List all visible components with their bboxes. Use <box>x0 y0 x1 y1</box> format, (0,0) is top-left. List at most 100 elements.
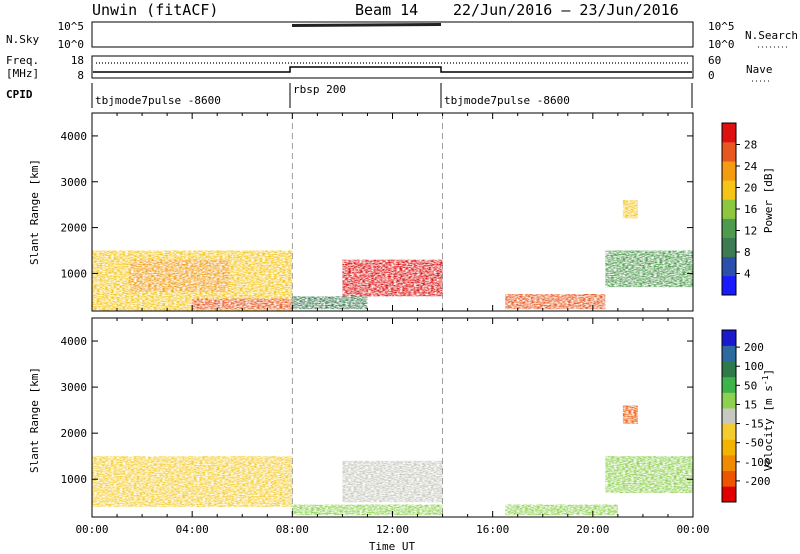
nsky-tick-bottom-left: 10^0 <box>58 38 85 51</box>
data-region-3 <box>192 298 293 310</box>
nave-tick-bottom: 0 <box>708 69 715 82</box>
nsky-tick-bottom-right: 10^0 <box>708 38 735 51</box>
data-region-4 <box>292 504 443 516</box>
data-region-5 <box>505 504 618 516</box>
station-title: Unwin (fitACF) <box>92 1 218 19</box>
x-tick-label: 16:00 <box>476 523 509 536</box>
data-region-7 <box>605 250 693 288</box>
velocity-axes: 4000 3000 2000 1000 <box>61 318 694 517</box>
colorbar-swatch <box>722 218 736 238</box>
data-region-5 <box>292 296 368 310</box>
colorbar-tick-label: 24 <box>744 160 758 173</box>
colorbar-swatch <box>722 486 736 503</box>
colorbar-swatch <box>722 423 736 440</box>
colorbar-tick-label: 50 <box>744 379 757 392</box>
y-tick-label: 3000 <box>61 176 88 189</box>
velocity-panel: 4000 3000 2000 1000 Slant Range [km] 200 100… <box>28 317 776 518</box>
colorbar-tick-label: 15 <box>744 398 757 411</box>
colorbar-tick-label: 12 <box>744 225 757 238</box>
y-tick-label: 2000 <box>61 427 88 440</box>
colorbar-tick-label: -15 <box>744 418 764 431</box>
freq-strip <box>91 55 694 79</box>
y-tick-label: 2000 <box>61 222 88 235</box>
colorbar-swatch <box>722 455 736 472</box>
freq-label: Freq. <box>6 54 39 67</box>
colorbar-tick-label: -50 <box>744 437 764 450</box>
x-tick-label: 00:00 <box>676 523 709 536</box>
cpid-segment-1: tbjmode7pulse -8600 <box>95 94 221 107</box>
colorbar-tick-label: -100 <box>744 456 771 469</box>
nsky-tick-top-left: 10^5 <box>58 20 85 33</box>
colorbar-tick-label: 100 <box>744 360 764 373</box>
y-tick-label: 3000 <box>61 381 88 394</box>
power-axes: 4000 3000 2000 1000 <box>61 113 694 311</box>
y-tick-label: 4000 <box>61 130 88 143</box>
colorbar-frame <box>721 329 737 503</box>
data-region-2 <box>129 259 230 292</box>
colorbar-swatch <box>722 123 736 143</box>
colorbar-tick-label: 8 <box>744 246 751 259</box>
x-tick-label: 12:00 <box>376 523 409 536</box>
nave-label: Nave <box>746 63 773 76</box>
data-region-8 <box>622 200 638 219</box>
nave-tick-top: 60 <box>708 54 721 67</box>
velocity-colorbar-label: Velocity [m s-1] <box>761 369 776 471</box>
nsky-tick-top-right: 10^5 <box>708 20 735 33</box>
colorbar-swatch <box>722 161 736 181</box>
velocity-data <box>92 405 693 516</box>
power-panel: 4000 3000 2000 1000 Slant Range [km] 28 24 20… <box>28 112 775 312</box>
x-tick-label: 08:00 <box>276 523 309 536</box>
colorbar-tick-label: 200 <box>744 341 764 354</box>
cpid-segment-3: tbjmode7pulse -8600 <box>444 94 570 107</box>
freq-unit-label: [MHz] <box>6 67 39 80</box>
colorbar-tick-label: 28 <box>744 139 757 152</box>
date-range: 22/Jun/2016 – 23/Jun/2016 <box>453 1 679 19</box>
colorbar-swatch <box>722 408 736 425</box>
velocity-ylabel: Slant Range [km] <box>28 367 41 473</box>
x-tick-label: 20:00 <box>576 523 609 536</box>
colorbar-tick-label: 16 <box>744 203 757 216</box>
colorbar-swatch <box>722 361 736 378</box>
power-ylabel: Slant Range [km] <box>28 159 41 265</box>
nsky-strip <box>91 21 694 48</box>
nsky-trace <box>292 23 441 27</box>
data-region-6 <box>605 456 693 494</box>
power-data <box>92 200 693 311</box>
data-region-2 <box>142 488 293 503</box>
colorbar-swatch <box>722 180 736 200</box>
colorbar-swatch <box>722 330 736 346</box>
data-region-4 <box>342 259 443 297</box>
nsearch-label: N.Search <box>745 29 798 42</box>
colorbar-swatch <box>722 256 736 277</box>
power-colorbar-label: Power [dB] <box>762 167 775 233</box>
data-region-6 <box>505 294 606 310</box>
beam-label: Beam 14 <box>355 1 418 19</box>
cpid-label: CPID <box>6 88 33 101</box>
y-tick-label: 4000 <box>61 335 88 348</box>
y-tick-label: 1000 <box>61 267 88 280</box>
colorbar-swatch <box>722 345 736 362</box>
x-axis-label: Time UT <box>369 540 416 553</box>
data-region-3 <box>342 460 443 503</box>
colorbar-tick-label: -200 <box>744 475 771 488</box>
x-axis: 00:00 04:00 08:00 12:00 16:00 20:00 00:00 <box>75 523 709 536</box>
freq-tick-bottom: 8 <box>77 69 84 82</box>
colorbar-swatch <box>722 275 736 296</box>
freq-trace <box>93 66 692 73</box>
colorbar-swatch <box>722 237 736 258</box>
data-region-7 <box>622 405 638 424</box>
colorbar-swatch <box>722 376 736 393</box>
cpid-segment-2: rbsp 200 <box>293 83 346 96</box>
colorbar-tick-label: 4 <box>744 268 751 281</box>
velocity-colorbar: 200 100 50 15 -15 -50 -100 -200 <box>721 329 771 503</box>
y-tick-label: 1000 <box>61 473 88 486</box>
colorbar-swatch <box>722 470 736 487</box>
x-tick-label: 04:00 <box>176 523 209 536</box>
power-colorbar: 28 24 20 16 12 8 4 <box>721 122 758 296</box>
colorbar-swatch <box>722 439 736 456</box>
colorbar-swatch <box>722 142 736 162</box>
freq-tick-top: 18 <box>71 54 84 67</box>
colorbar-tick-label: 20 <box>744 182 757 195</box>
colorbar-swatch <box>722 392 736 409</box>
